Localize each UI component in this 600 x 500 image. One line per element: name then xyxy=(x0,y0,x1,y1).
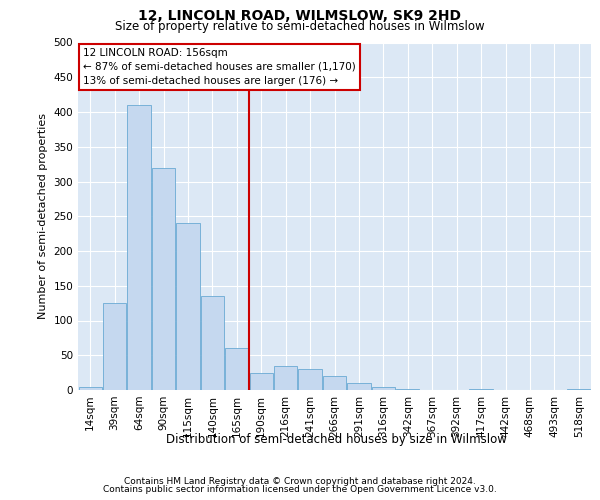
Text: Size of property relative to semi-detached houses in Wilmslow: Size of property relative to semi-detach… xyxy=(115,20,485,33)
Bar xyxy=(469,388,493,390)
Bar xyxy=(79,386,102,390)
Bar xyxy=(225,348,248,390)
Bar xyxy=(274,366,297,390)
Bar xyxy=(347,383,371,390)
Bar xyxy=(298,369,322,390)
Bar xyxy=(127,105,151,390)
Y-axis label: Number of semi-detached properties: Number of semi-detached properties xyxy=(38,114,48,320)
Bar xyxy=(103,303,126,390)
Text: Contains HM Land Registry data © Crown copyright and database right 2024.: Contains HM Land Registry data © Crown c… xyxy=(124,477,476,486)
Bar xyxy=(201,296,224,390)
Bar xyxy=(176,223,200,390)
Bar xyxy=(250,372,273,390)
Text: 12 LINCOLN ROAD: 156sqm
← 87% of semi-detached houses are smaller (1,170)
13% of: 12 LINCOLN ROAD: 156sqm ← 87% of semi-de… xyxy=(83,48,356,86)
Bar xyxy=(152,168,175,390)
Text: Contains public sector information licensed under the Open Government Licence v3: Contains public sector information licen… xyxy=(103,485,497,494)
Text: Distribution of semi-detached houses by size in Wilmslow: Distribution of semi-detached houses by … xyxy=(166,432,506,446)
Text: 12, LINCOLN ROAD, WILMSLOW, SK9 2HD: 12, LINCOLN ROAD, WILMSLOW, SK9 2HD xyxy=(139,9,461,23)
Bar xyxy=(567,388,590,390)
Bar xyxy=(372,386,395,390)
Bar xyxy=(323,376,346,390)
